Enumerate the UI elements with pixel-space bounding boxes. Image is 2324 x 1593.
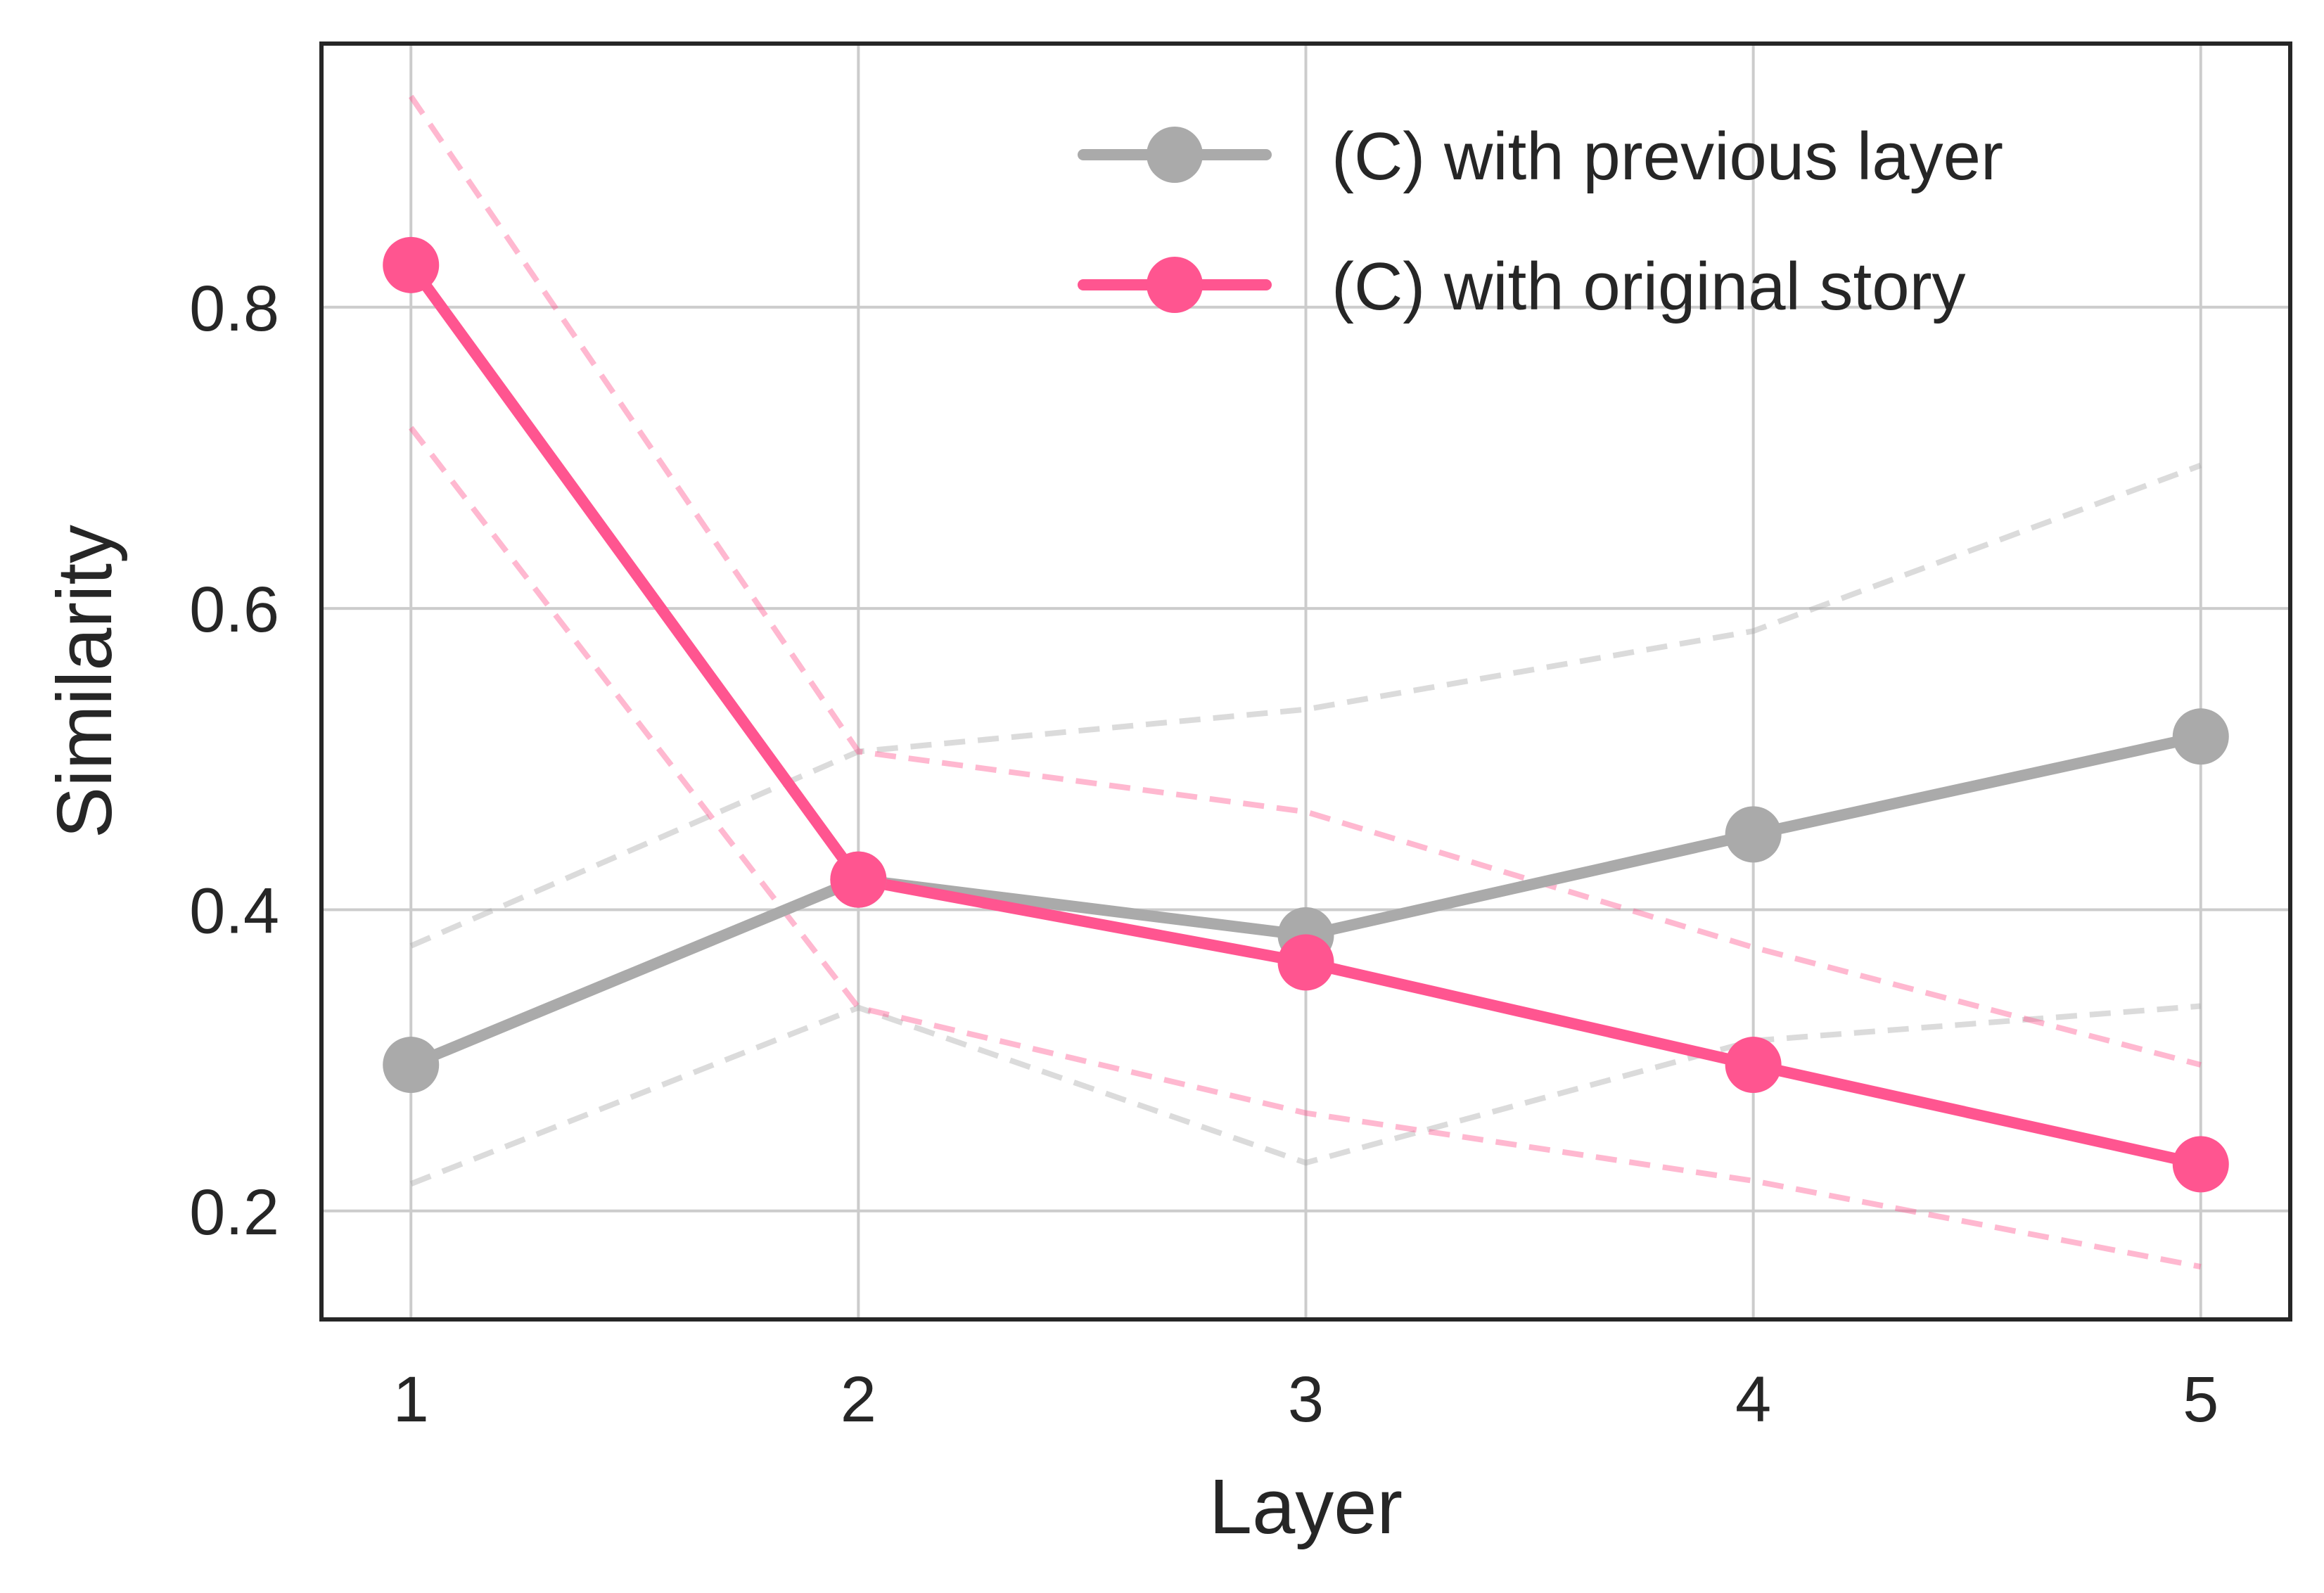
series-2-point (383, 236, 440, 293)
x-axis-title: Layer (1209, 1464, 1403, 1550)
series-2-lower-band (409, 426, 2202, 1269)
x-tick-label: 4 (1735, 1364, 1771, 1435)
x-axis-ticks: 1 2 3 4 5 (393, 1364, 2219, 1435)
legend-marker-1 (1147, 127, 1203, 183)
series-markers (383, 236, 2229, 1193)
legend-marker-2 (1147, 257, 1203, 313)
x-tick-label: 1 (393, 1364, 429, 1435)
x-tick-label: 3 (1288, 1364, 1324, 1435)
series-1-point (383, 1037, 440, 1094)
legend: (C) with previous layer (C) with original… (1078, 119, 2003, 324)
series-2-point (2172, 1136, 2229, 1193)
y-tick-label: 0.4 (189, 875, 279, 947)
series-2-point (830, 851, 887, 908)
series-2-point (1277, 934, 1334, 991)
series-1-point (2172, 708, 2229, 765)
confidence-bands (408, 94, 2202, 1269)
x-tick-label: 2 (841, 1364, 876, 1435)
series-2-upper-band (408, 94, 2202, 1068)
y-tick-label: 0.6 (189, 574, 279, 646)
series-1-point (1725, 806, 1782, 863)
series-1-lower-band (409, 1003, 2202, 1186)
y-axis-ticks: 0.2 0.4 0.6 0.8 (189, 273, 279, 1248)
legend-label-2: (C) with original story (1332, 249, 1966, 324)
x-tick-label: 5 (2183, 1364, 2218, 1435)
y-axis-title: Similarity (42, 525, 128, 838)
series-2-point (1725, 1037, 1782, 1094)
plot-frame (319, 41, 2292, 1322)
grid-lines (321, 44, 2290, 1319)
y-tick-label: 0.2 (189, 1177, 279, 1248)
legend-label-1: (C) with previous layer (1332, 119, 2003, 194)
y-tick-label: 0.8 (189, 273, 279, 345)
